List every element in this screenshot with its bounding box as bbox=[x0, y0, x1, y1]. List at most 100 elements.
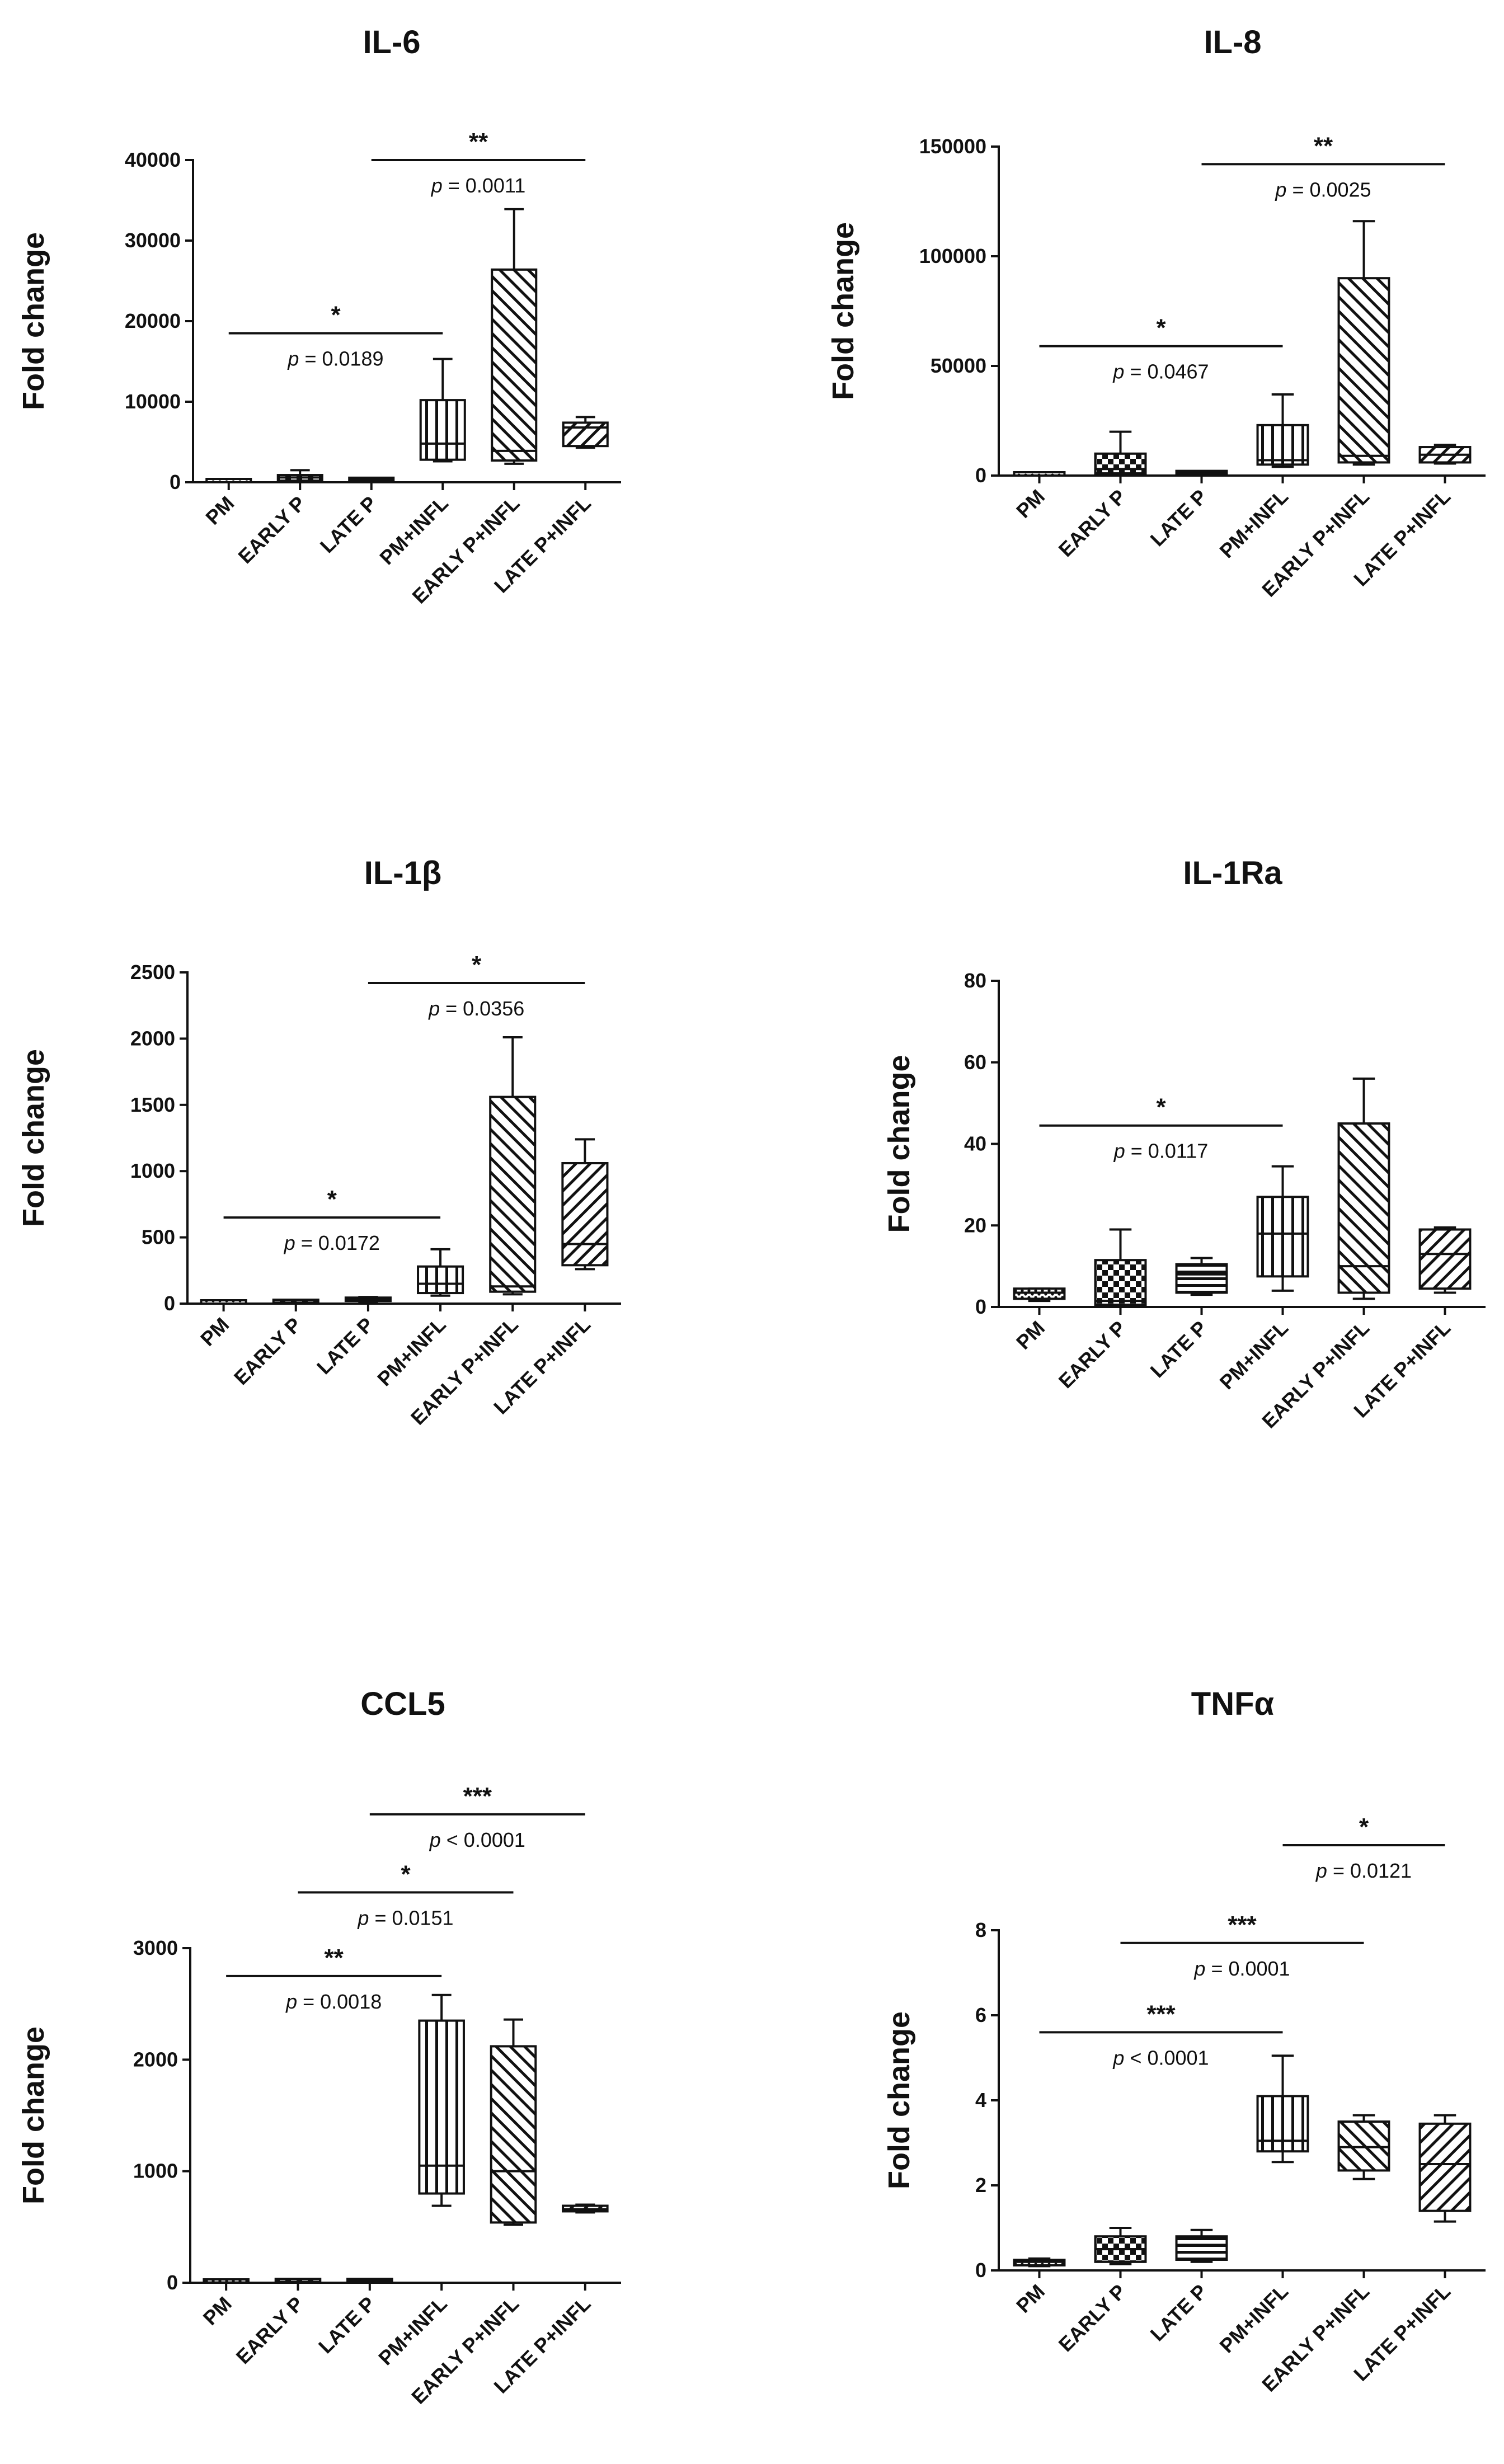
box-iqr bbox=[1175, 1263, 1228, 1294]
significance-stars: *** bbox=[1146, 2000, 1176, 2028]
box-plot bbox=[1337, 2114, 1390, 2180]
box-iqr bbox=[1418, 2122, 1472, 2212]
y-tick-label: 100000 bbox=[919, 244, 986, 267]
box-plot bbox=[561, 1138, 609, 1271]
box-plot bbox=[1337, 1077, 1390, 1300]
y-tick-label: 50000 bbox=[930, 354, 986, 377]
chart-title: IL-1β bbox=[364, 855, 442, 891]
significance-stars: * bbox=[331, 302, 341, 329]
box-plot bbox=[203, 2278, 250, 2284]
p-value-label: p = 0.0121 bbox=[1315, 1859, 1412, 1882]
box-plot bbox=[1175, 469, 1228, 476]
box-plot bbox=[417, 1248, 464, 1297]
x-tick-label: PM bbox=[1012, 1316, 1049, 1354]
chart-panel: IL-8 Fold change 0 50000 100000 150000 PM EARLY… bbox=[826, 24, 1486, 601]
p-value-label: p = 0.0151 bbox=[357, 1906, 453, 1929]
y-axis-label: Fold change bbox=[17, 1049, 50, 1227]
y-tick-label: 40 bbox=[964, 1132, 986, 1155]
x-tick-label: PM bbox=[196, 1313, 233, 1351]
significance-annotation: ** p = 0.0011 bbox=[371, 128, 586, 197]
p-value-label: p = 0.0467 bbox=[1112, 360, 1209, 383]
p-value-label: p = 0.0011 bbox=[431, 174, 526, 197]
x-tick-label: LATE P bbox=[1146, 2280, 1212, 2346]
x-tick-label: EARLY P bbox=[233, 492, 310, 568]
p-value-label: p = 0.0117 bbox=[1113, 1140, 1209, 1163]
y-tick-label: 150000 bbox=[919, 135, 986, 158]
box-plot bbox=[1418, 444, 1472, 465]
x-tick-label: LATE P bbox=[316, 492, 382, 558]
y-tick-label: 2 bbox=[975, 2174, 986, 2197]
box-plot bbox=[1256, 2054, 1309, 2164]
significance-annotation: * p = 0.0172 bbox=[223, 1186, 441, 1254]
y-tick-label: 8 bbox=[975, 1918, 986, 1941]
significance-annotation: * p = 0.0117 bbox=[1039, 1094, 1283, 1163]
y-axis-label: Fold change bbox=[17, 232, 50, 410]
x-tick-label: EARLY P bbox=[1054, 1316, 1131, 1393]
y-tick-label: 80 bbox=[964, 969, 986, 992]
box-plot bbox=[489, 1036, 537, 1296]
box-iqr bbox=[1094, 452, 1147, 475]
significance-annotation: * p = 0.0189 bbox=[228, 302, 443, 370]
box-plot bbox=[1013, 1287, 1066, 1302]
y-tick-label: 3000 bbox=[133, 1936, 178, 1959]
y-tick-label: 0 bbox=[167, 2271, 178, 2294]
y-tick-label: 40000 bbox=[125, 148, 181, 171]
x-tick-label: LATE P bbox=[1146, 1316, 1212, 1383]
p-value-label: p < 0.0001 bbox=[429, 1828, 525, 1851]
p-value-label: p = 0.0018 bbox=[285, 1990, 382, 2013]
x-tick-label: LATE P bbox=[312, 1313, 378, 1379]
significance-stars: * bbox=[1359, 1813, 1369, 1841]
significance-annotation: * p = 0.0121 bbox=[1282, 1813, 1445, 1882]
box-plot bbox=[1013, 471, 1066, 477]
box-plot bbox=[276, 469, 323, 483]
x-tick-label: PM+INFL bbox=[375, 492, 453, 570]
x-tick-label: PM+INFL bbox=[1215, 2280, 1293, 2358]
significance-stars: ** bbox=[469, 128, 488, 156]
y-axis-label: Fold change bbox=[826, 222, 860, 400]
box-iqr bbox=[1418, 1228, 1472, 1290]
y-tick-label: 0 bbox=[975, 464, 986, 487]
y-axis-label: Fold change bbox=[882, 2011, 916, 2189]
box-plot bbox=[1094, 1228, 1147, 1308]
y-tick-label: 1000 bbox=[130, 1159, 175, 1182]
p-value-label: p = 0.0189 bbox=[287, 347, 383, 370]
box-plot bbox=[344, 1296, 392, 1304]
box-plot bbox=[1337, 220, 1390, 466]
p-value-label: p = 0.0001 bbox=[1193, 1957, 1290, 1980]
significance-annotation: *** p < 0.0001 bbox=[1039, 2000, 1283, 2069]
y-tick-label: 10000 bbox=[125, 390, 181, 413]
box-plot bbox=[1418, 1226, 1472, 1294]
y-tick-label: 0 bbox=[164, 1292, 175, 1315]
box-plot bbox=[200, 1299, 247, 1305]
y-axis-label: Fold change bbox=[882, 1055, 916, 1233]
significance-stars: *** bbox=[463, 1783, 492, 1810]
significance-annotation: *** p = 0.0001 bbox=[1120, 1911, 1364, 1980]
y-tick-label: 60 bbox=[964, 1051, 986, 1074]
significance-annotation: ** p = 0.0018 bbox=[226, 1944, 442, 2013]
box-plot bbox=[205, 478, 252, 483]
box-plot bbox=[562, 2203, 609, 2214]
p-value-label: p = 0.0356 bbox=[428, 997, 524, 1020]
box-plot bbox=[1256, 393, 1309, 468]
chart-panel: IL-1Ra Fold change 0 20 40 60 80 PM EARLY P LATE … bbox=[882, 855, 1486, 1433]
box-plot bbox=[1418, 2114, 1472, 2223]
y-tick-label: 0 bbox=[975, 1295, 986, 1318]
y-tick-label: 500 bbox=[142, 1226, 175, 1249]
box-iqr bbox=[419, 399, 466, 461]
significance-stars: ** bbox=[1314, 132, 1333, 159]
x-tick-label: PM bbox=[199, 2292, 236, 2330]
y-tick-label: 20 bbox=[964, 1214, 986, 1236]
significance-annotation: * p = 0.0151 bbox=[298, 1860, 514, 1929]
y-tick-label: 0 bbox=[170, 471, 181, 493]
chart-title: TNFα bbox=[1191, 1686, 1275, 1722]
significance-annotation: *** p < 0.0001 bbox=[369, 1783, 585, 1851]
box-iqr bbox=[1337, 277, 1390, 464]
y-tick-label: 2000 bbox=[130, 1027, 175, 1050]
box-plot bbox=[491, 208, 538, 465]
p-value-label: p = 0.0025 bbox=[1275, 178, 1371, 201]
chart-panel: TNFα Fold change 0 2 4 6 8 PM EARLY P LATE P PM+IN… bbox=[882, 1686, 1486, 2396]
y-tick-label: 30000 bbox=[125, 229, 181, 252]
y-tick-label: 2500 bbox=[130, 961, 175, 984]
